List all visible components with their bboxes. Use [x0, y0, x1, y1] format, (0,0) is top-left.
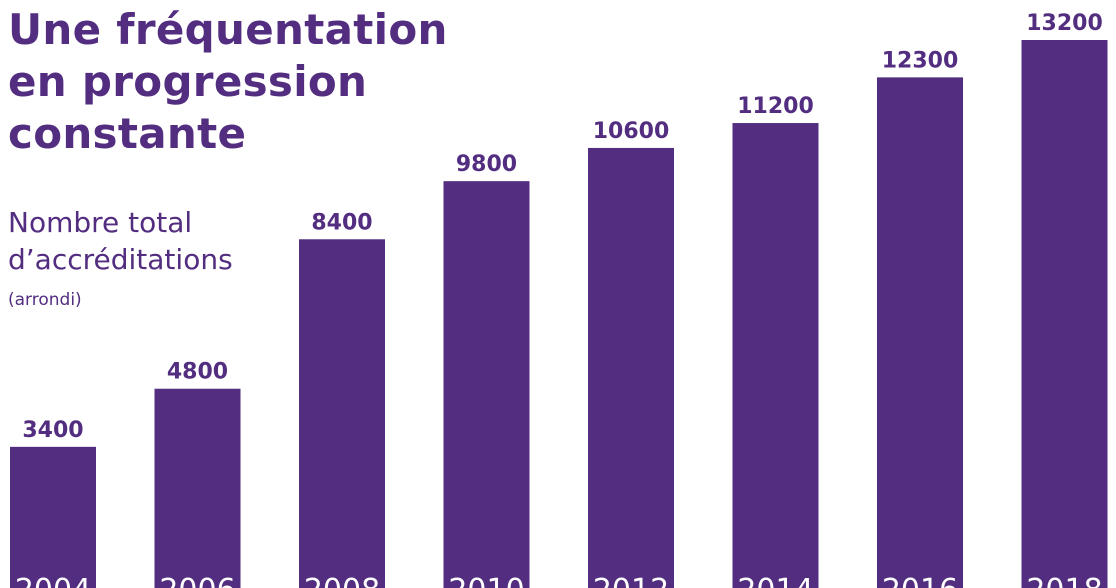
x-tick-label-2018: 2018	[1026, 573, 1102, 588]
x-tick-label-2012: 2012	[593, 573, 669, 588]
value-label-2008: 8400	[311, 210, 372, 235]
bar-2018	[1021, 40, 1108, 588]
chart-note: (arrondi)	[8, 290, 82, 310]
value-label-2016: 12300	[882, 48, 959, 73]
x-tick-label-2008: 2008	[304, 573, 380, 588]
value-label-2014: 11200	[737, 94, 814, 119]
x-tick-label-2006: 2006	[159, 573, 235, 588]
bar-2014	[732, 123, 819, 588]
bar-2016	[877, 77, 963, 588]
bar-2006	[154, 388, 241, 588]
bar-2004	[10, 446, 96, 588]
bar-2010	[443, 181, 530, 588]
value-label-2012: 10600	[593, 119, 670, 144]
value-label-2018: 13200	[1026, 11, 1103, 36]
chart-title: Une fréquentation en progression constan…	[8, 5, 448, 158]
value-label-2006: 4800	[167, 360, 228, 385]
value-label-2010: 9800	[456, 152, 517, 177]
x-tick-label-2014: 2014	[737, 573, 813, 588]
x-tick-label-2004: 2004	[15, 573, 91, 588]
bar-2008	[299, 239, 385, 588]
x-tick-label-2010: 2010	[448, 573, 524, 588]
chart-subtitle: Nombre total d’accréditations	[8, 206, 233, 276]
value-label-2004: 3400	[22, 418, 83, 443]
bar-2012	[588, 147, 674, 588]
x-tick-label-2016: 2016	[882, 573, 958, 588]
